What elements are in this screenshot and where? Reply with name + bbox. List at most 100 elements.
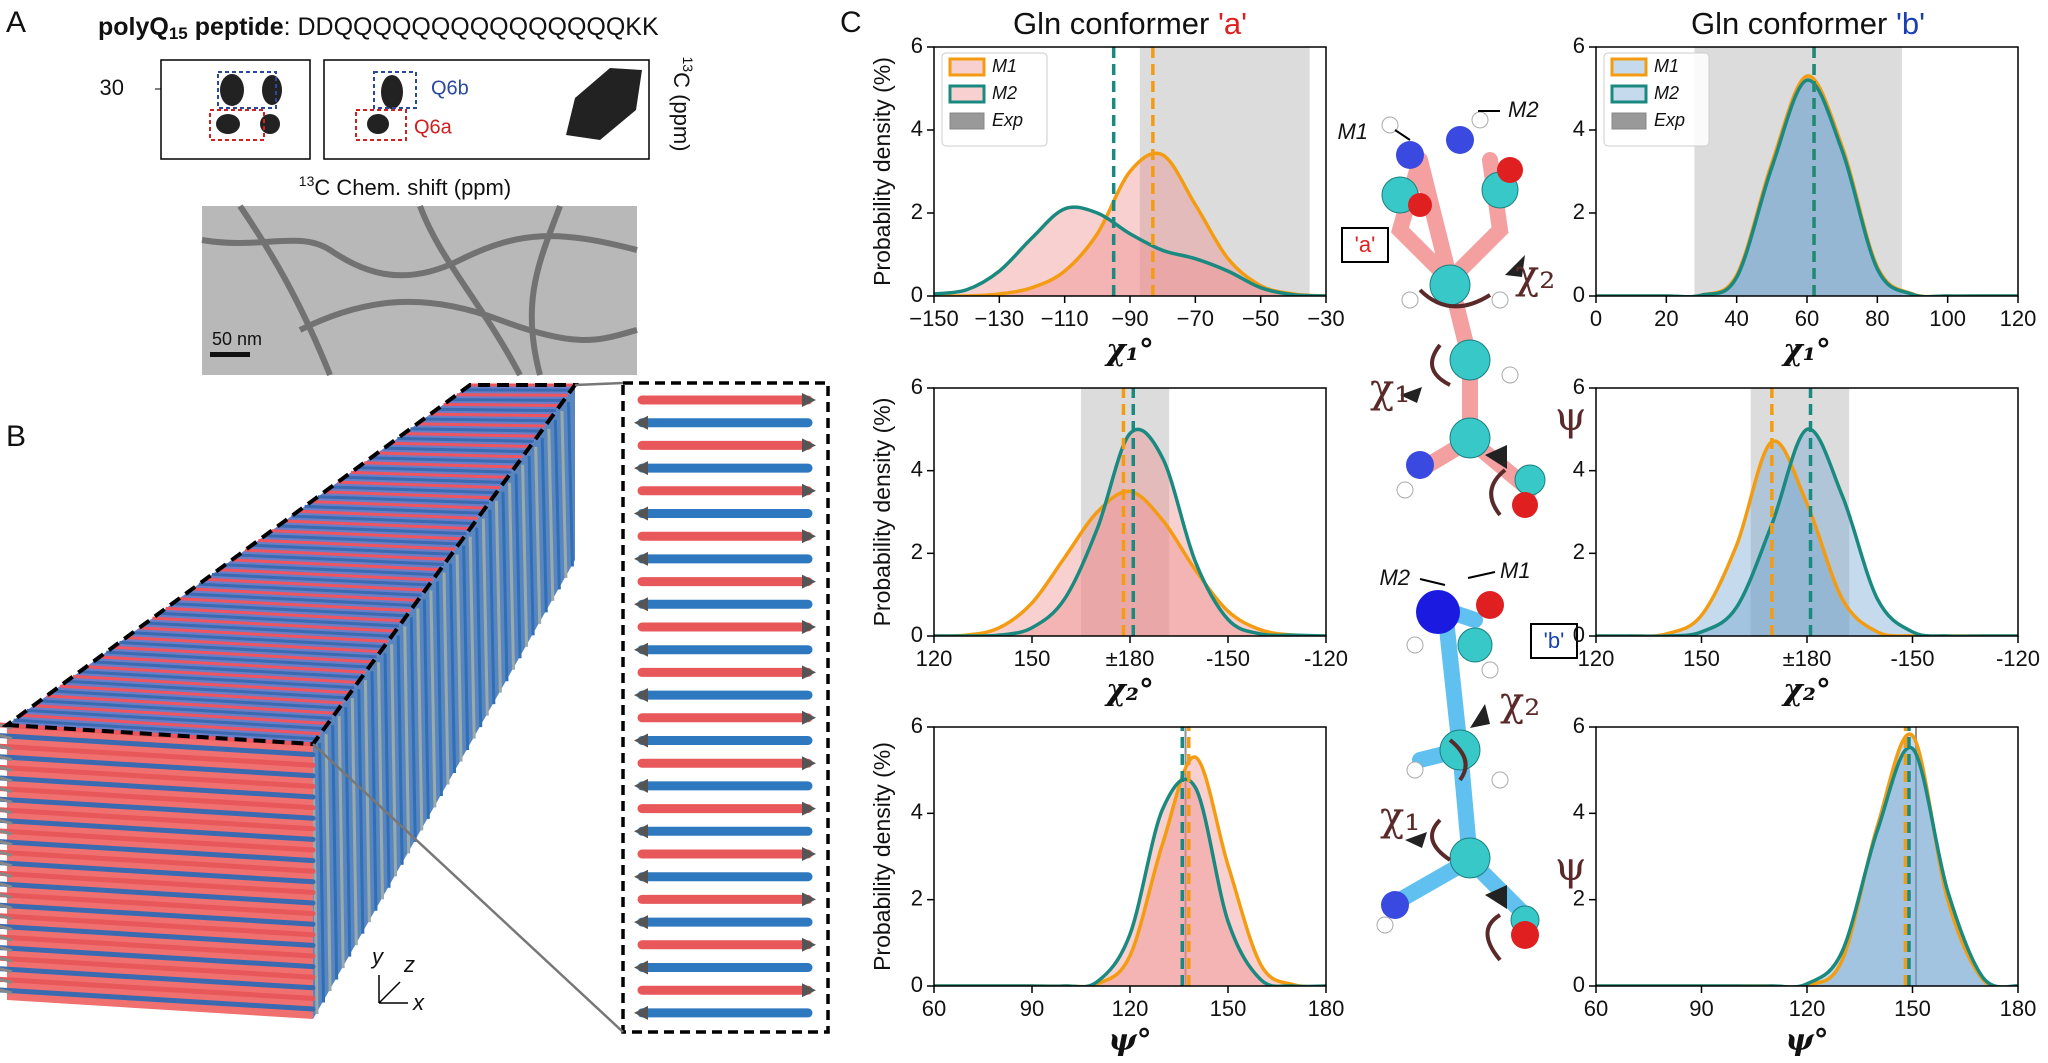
fibril-front-strand bbox=[0, 828, 316, 853]
inset-arrow bbox=[802, 710, 816, 725]
nmr-xlabel: 13C Chem. shift (ppm) bbox=[299, 173, 511, 200]
fibril-strand-end bbox=[0, 861, 13, 868]
fibril-side-strand bbox=[468, 536, 476, 739]
fibril-top-strand bbox=[238, 553, 445, 566]
fibril-front-strand bbox=[0, 902, 316, 927]
fibril-top-strand bbox=[112, 645, 373, 664]
x-axis-label: ψ° bbox=[1785, 1023, 1828, 1058]
fibril-top-strand bbox=[198, 582, 422, 597]
inset-arrow bbox=[802, 574, 816, 589]
inset-arrow bbox=[802, 483, 816, 498]
peptide-sub: 15 bbox=[169, 24, 188, 43]
y-tick-label: 2 bbox=[911, 885, 923, 910]
fibril-top-strand bbox=[344, 475, 504, 484]
x-tick-label: 150 bbox=[1014, 646, 1051, 671]
axis-x: x bbox=[412, 990, 425, 1015]
inset-arrow bbox=[634, 688, 648, 703]
inset-arrow bbox=[802, 892, 816, 907]
fibril-top-strand bbox=[331, 485, 497, 495]
fibril-top-strand bbox=[397, 436, 534, 443]
fibril-strand-end bbox=[0, 787, 13, 794]
fibril-side-strand bbox=[416, 608, 424, 831]
density-area bbox=[934, 429, 1326, 636]
fibril-top-strand bbox=[53, 689, 340, 710]
fibril-strand-end bbox=[0, 882, 13, 889]
x-tick-label: -150 bbox=[1890, 646, 1934, 671]
fibril-top-strand bbox=[192, 587, 418, 602]
fibril-strand-end bbox=[0, 755, 13, 762]
y-tick-label: 0 bbox=[1573, 622, 1585, 647]
fibril-side-strand bbox=[521, 464, 529, 647]
fibril-side-strand bbox=[350, 698, 358, 946]
fibril-top-strand bbox=[20, 713, 321, 736]
fibril-front-strand bbox=[0, 955, 316, 980]
x-tick-label: 120 bbox=[1578, 646, 1615, 671]
fibril-top-strand bbox=[172, 602, 407, 618]
inset-arrow bbox=[634, 1005, 648, 1020]
m1-label: M1 bbox=[1500, 558, 1531, 583]
x-tick-label: 150 bbox=[1210, 996, 1247, 1021]
fibril-top-strand bbox=[264, 534, 460, 546]
fibril-side-strand bbox=[560, 410, 568, 578]
y-tick-label: 0 bbox=[1573, 972, 1585, 997]
fibril-side-strand bbox=[409, 617, 417, 842]
fibril-top-strand bbox=[178, 597, 411, 613]
legend-label: M2 bbox=[1654, 83, 1679, 103]
fibril-front-strand bbox=[0, 913, 316, 938]
x-tick-label: ±180 bbox=[1106, 646, 1155, 671]
fibril-side-strand bbox=[488, 509, 496, 705]
x-tick-label: 120 bbox=[2000, 306, 2037, 331]
y-tick-label: 6 bbox=[911, 33, 923, 58]
fibril-front-strand bbox=[0, 881, 316, 906]
inset-arrow bbox=[802, 847, 816, 861]
fibril-side-strand bbox=[455, 554, 463, 762]
fibril-strand-end bbox=[0, 977, 13, 984]
x-tick-label: 60 bbox=[1795, 306, 1819, 331]
psi-label: ψ bbox=[1555, 844, 1586, 890]
x-tick-label: 120 bbox=[916, 646, 953, 671]
title-text: Gln conformer bbox=[1013, 6, 1218, 41]
fibril-top-strand bbox=[383, 446, 527, 454]
q6a-label: Q6a bbox=[414, 116, 453, 138]
chi2-label: χ₂ bbox=[1515, 252, 1555, 298]
inset-arrow bbox=[634, 915, 648, 930]
peptide-title: polyQ15 peptide: DDQQQQQQQQQQQQQQQKK bbox=[98, 13, 659, 44]
y-tick-label: 4 bbox=[911, 116, 923, 141]
fibril-top-strand bbox=[251, 543, 452, 556]
fibril-side-strand bbox=[429, 590, 437, 808]
plot-area bbox=[1596, 47, 2018, 296]
fibril-side-strand bbox=[547, 428, 555, 601]
x-tick-label: -150 bbox=[1206, 646, 1250, 671]
y-tick-label: 4 bbox=[1573, 799, 1585, 824]
x-tick-label: -120 bbox=[1996, 646, 2040, 671]
fibril-top-strand bbox=[145, 621, 392, 638]
density-area bbox=[1596, 734, 2018, 986]
fibril-front-strand bbox=[0, 733, 316, 758]
fibril-top-strand bbox=[211, 572, 430, 587]
x-tick-label: 120 bbox=[1112, 996, 1149, 1021]
nmr-spectrum bbox=[155, 59, 650, 160]
fibril-strand-end bbox=[0, 924, 13, 931]
fibril-top-strand bbox=[410, 427, 542, 433]
fibril-strand-end bbox=[0, 893, 13, 900]
density-line bbox=[934, 489, 1326, 636]
density-plot: 120 150 ±180 -150 -120 0 2 4 6 χ₂° Probability den… bbox=[869, 374, 1348, 708]
nmr-frame bbox=[323, 59, 650, 160]
fibril-top-strand bbox=[403, 432, 538, 438]
fibril-top-strand bbox=[79, 670, 355, 690]
density-line bbox=[1596, 78, 2018, 296]
fibril-side-strand bbox=[566, 401, 574, 567]
ylabel: C (ppm) bbox=[669, 72, 694, 151]
y-tick-label: 0 bbox=[911, 972, 923, 997]
fibril-front-strand bbox=[0, 775, 316, 800]
density-line bbox=[934, 427, 1326, 636]
fibril-top-strand bbox=[311, 500, 486, 510]
zoom-line bbox=[312, 743, 624, 1033]
fibril-side-strand bbox=[383, 653, 391, 888]
fibril-side-strand bbox=[540, 437, 548, 613]
column-title: Gln conformer 'b' bbox=[1691, 6, 1925, 41]
x-tick-label: −30 bbox=[1307, 306, 1344, 331]
inset-arrow bbox=[802, 937, 816, 952]
column-title: Gln conformer 'a' bbox=[1013, 6, 1247, 41]
density-line bbox=[934, 755, 1326, 986]
